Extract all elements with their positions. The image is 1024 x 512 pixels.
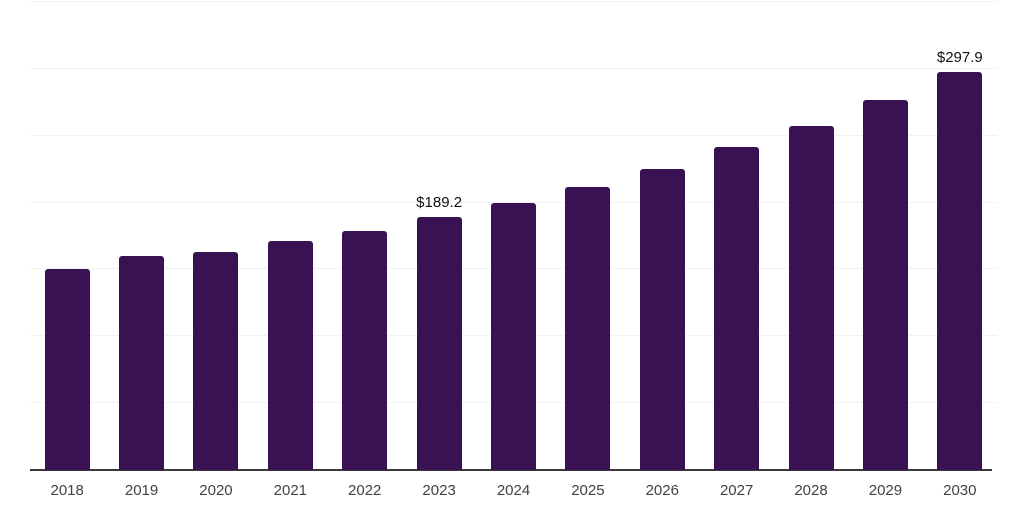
x-tick-label-2019: 2019 <box>124 482 159 499</box>
bar-2025 <box>565 187 611 470</box>
x-tick-label-2024: 2024 <box>496 482 531 499</box>
x-tick-label-2028: 2028 <box>794 482 828 499</box>
gridline-250 <box>30 134 997 136</box>
gridline-200 <box>30 201 997 203</box>
x-tick-label-2029: 2029 <box>868 482 903 499</box>
bar-2023 <box>416 217 462 470</box>
value-label-2023: $189.2 <box>416 194 463 212</box>
bar-2020 <box>193 251 239 470</box>
bar-2019 <box>119 256 165 470</box>
x-tick-label-2018: 2018 <box>50 482 84 499</box>
x-tick-label-2021: 2021 <box>273 482 308 499</box>
x-tick-label-2025: 2025 <box>571 482 605 499</box>
bar-2024 <box>491 202 536 470</box>
bar-2028 <box>788 126 834 470</box>
plot-area: $189.2 $297.9 <box>30 1 997 471</box>
x-tick-label-2026: 2026 <box>645 482 679 499</box>
x-tick-label-2027: 2027 <box>719 482 754 499</box>
gridline-350 <box>30 1 997 2</box>
x-tick-label-2030: 2030 <box>943 482 977 499</box>
x-tick-label-2022: 2022 <box>348 482 382 499</box>
x-tick-label-2023: 2023 <box>422 482 456 499</box>
bar-2021 <box>267 241 313 470</box>
bar-2030 <box>937 71 983 470</box>
bar-2026 <box>639 169 685 470</box>
value-label-2030: $297.9 <box>936 48 983 66</box>
bar-2022 <box>342 230 388 470</box>
x-tick-label-2020: 2020 <box>199 482 233 499</box>
bar-2027 <box>714 147 760 470</box>
x-axis-line <box>30 469 993 471</box>
bar-2018 <box>44 268 90 470</box>
bar-2029 <box>862 100 908 470</box>
gridline-300 <box>30 67 997 69</box>
